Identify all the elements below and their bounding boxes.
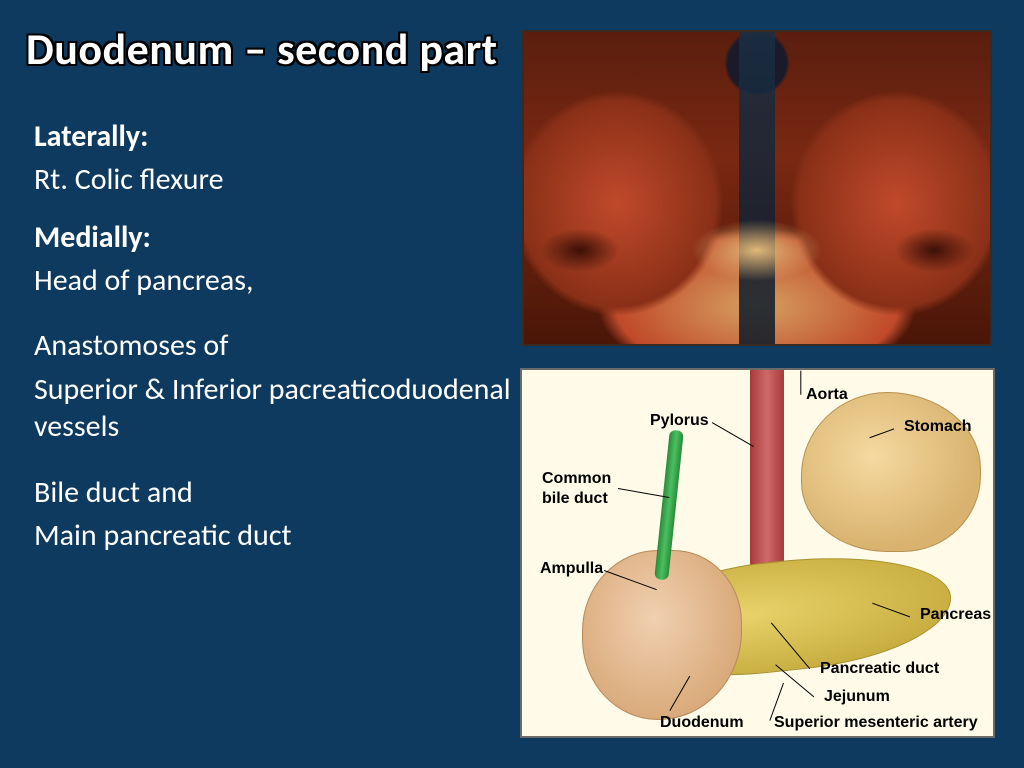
label-cbd-2: bile duct [542,490,608,508]
laterally-item: Rt. Colic flexure [34,161,514,199]
label-pduct: Pancreatic duct [820,660,939,678]
dissection-illustration [522,30,992,346]
stomach-shape [801,392,981,552]
duodenum-diagram: Aorta Pylorus Stomach Common bile duct A… [520,368,995,738]
laterally-heading: Laterally: [34,118,514,155]
text-column: Laterally: Rt. Colic flexure Medially: H… [34,118,514,561]
bile-line-1: Bile duct and [34,474,514,512]
label-stomach: Stomach [904,418,972,436]
medially-heading: Medially: [34,219,514,256]
label-ampulla: Ampulla [540,560,603,578]
anastomoses-line-1: Anastomoses of [34,327,514,365]
label-cbd-1: Common [542,470,611,488]
medially-item-1: Head of pancreas, [34,262,514,300]
leader-aorta [800,371,801,395]
label-pylorus: Pylorus [650,412,709,430]
label-sma: Superior mesenteric artery [774,714,978,732]
anastomoses-line-2: Superior & Inferior pacreaticoduodenal v… [34,371,514,446]
leader-pylorus [712,422,754,447]
slide-title: Duodenum – second part [26,22,498,76]
label-duodenum: Duodenum [660,714,744,732]
aorta-shape [750,370,784,590]
label-jejunum: Jejunum [824,688,890,706]
leader-cbd [618,488,669,498]
label-aorta: Aorta [806,386,848,404]
bile-line-2: Main pancreatic duct [34,517,514,555]
label-pancreas: Pancreas [920,606,991,624]
